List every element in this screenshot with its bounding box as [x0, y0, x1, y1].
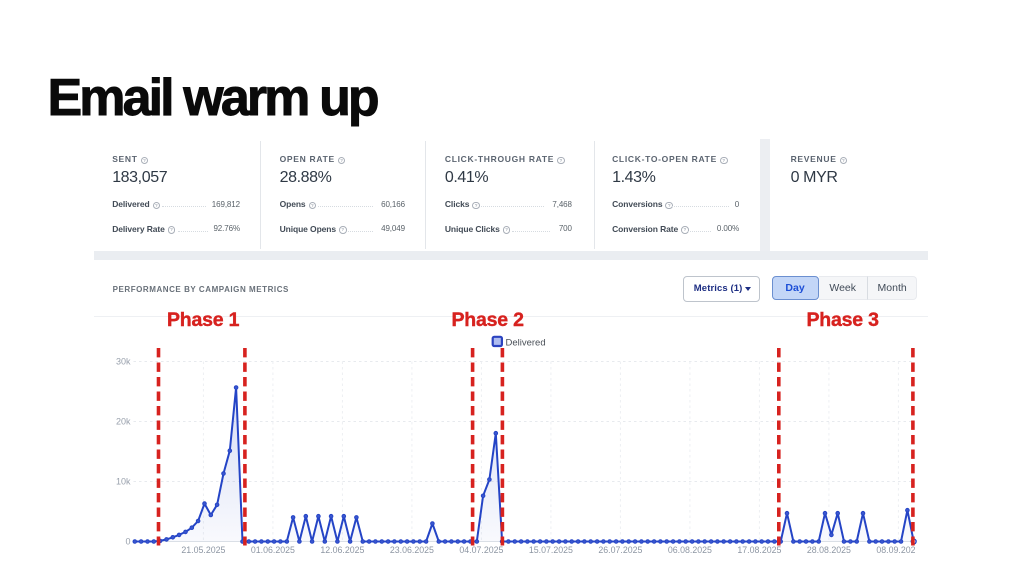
svg-text:28.08.2025: 28.08.2025	[807, 545, 851, 555]
svg-text:04.07.2025: 04.07.2025	[459, 545, 503, 555]
svg-text:06.08.2025: 06.08.2025	[668, 545, 712, 555]
svg-text:15.07.2025: 15.07.2025	[529, 545, 573, 555]
svg-text:01.06.2025: 01.06.2025	[251, 545, 295, 555]
svg-text:21.05.2025: 21.05.2025	[181, 545, 225, 555]
svg-text:23.06.2025: 23.06.2025	[390, 545, 434, 555]
svg-text:26.07.2025: 26.07.2025	[598, 545, 642, 555]
svg-text:Delivered: Delivered	[506, 338, 546, 349]
svg-text:20k: 20k	[116, 417, 131, 427]
svg-text:0: 0	[125, 537, 130, 547]
svg-text:10k: 10k	[116, 477, 131, 487]
svg-text:17.08.2025: 17.08.2025	[737, 545, 781, 555]
svg-text:08.09.2025: 08.09.2025	[876, 545, 920, 555]
svg-text:30k: 30k	[116, 357, 131, 367]
svg-text:12.06.2025: 12.06.2025	[320, 545, 364, 555]
